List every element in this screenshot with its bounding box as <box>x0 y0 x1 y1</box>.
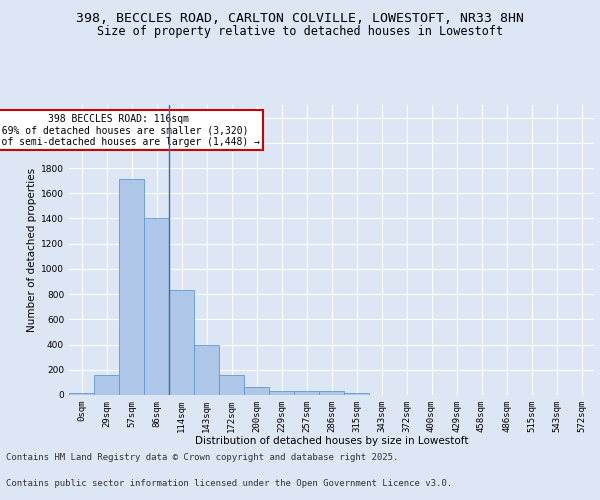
Bar <box>194 344 219 395</box>
Text: 398 BECCLES ROAD: 116sqm
← 69% of detached houses are smaller (3,320)
30% of sem: 398 BECCLES ROAD: 116sqm ← 69% of detach… <box>0 114 260 147</box>
Bar <box>269 390 294 395</box>
Bar <box>169 290 194 395</box>
Bar <box>344 393 369 395</box>
Bar <box>144 218 169 395</box>
Text: Contains public sector information licensed under the Open Government Licence v3: Contains public sector information licen… <box>6 478 452 488</box>
Text: Contains HM Land Registry data © Crown copyright and database right 2025.: Contains HM Land Registry data © Crown c… <box>6 454 398 462</box>
Bar <box>94 376 119 395</box>
Bar <box>119 180 144 395</box>
Text: 398, BECCLES ROAD, CARLTON COLVILLE, LOWESTOFT, NR33 8HN: 398, BECCLES ROAD, CARLTON COLVILLE, LOW… <box>76 12 524 26</box>
Bar <box>69 393 94 395</box>
Y-axis label: Number of detached properties: Number of detached properties <box>27 168 37 332</box>
Bar <box>219 375 244 395</box>
Bar <box>244 387 269 395</box>
Bar <box>319 392 344 395</box>
Bar <box>294 392 319 395</box>
Text: Size of property relative to detached houses in Lowestoft: Size of property relative to detached ho… <box>97 25 503 38</box>
X-axis label: Distribution of detached houses by size in Lowestoft: Distribution of detached houses by size … <box>195 436 468 446</box>
